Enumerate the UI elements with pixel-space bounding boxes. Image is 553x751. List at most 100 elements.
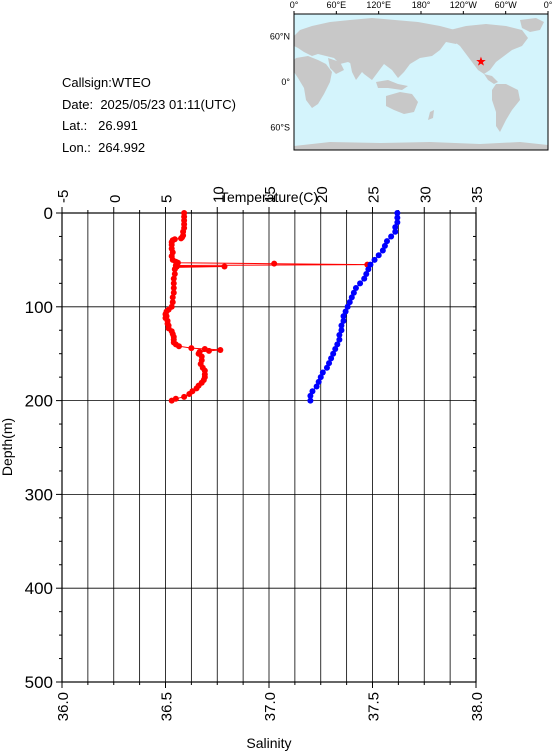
data-point-salinity: [346, 299, 353, 306]
data-point-temperature: [170, 275, 177, 282]
data-point-salinity: [326, 360, 333, 367]
chart-grid: [62, 213, 476, 682]
date-label: Date:: [62, 96, 94, 112]
data-point-salinity: [336, 331, 343, 338]
data-point-salinity: [371, 256, 378, 263]
callsign-value: WTEO: [111, 75, 151, 90]
map-top-label: 60°W: [495, 0, 518, 10]
data-point-temperature: [271, 260, 278, 267]
south-america-landmass: [492, 84, 520, 132]
data-point-salinity: [392, 224, 399, 231]
data-point-salinity: [383, 238, 390, 245]
data-point-salinity: [313, 383, 320, 390]
map-top-label: 180°: [412, 0, 431, 10]
data-point-temperature: [169, 294, 176, 301]
world-map: 0° 60°E 120°E 180° 120°W 60°W 0° 60°N 0° 60°S: [270, 0, 553, 151]
data-point-temperature: [170, 280, 177, 287]
data-point-salinity: [363, 270, 370, 277]
data-point-salinity: [338, 322, 345, 329]
date-row: Date: 2025/05/23 01:11(UTC): [62, 94, 236, 116]
map-left-labels: 60°N 0° 60°S: [270, 32, 291, 133]
map-top-label: 120°W: [450, 0, 478, 10]
data-point-salinity: [379, 247, 386, 254]
callsign-row: Callsign:WTEO: [62, 72, 236, 94]
temperature-tick-label: -5: [55, 190, 72, 203]
map-top-labels: 0° 60°E 120°E 180° 120°W 60°W 0°: [290, 0, 553, 14]
data-point-temperature: [171, 266, 178, 273]
temperature-tick-label: 35: [469, 186, 486, 203]
data-point-salinity: [381, 242, 388, 249]
data-point-salinity: [315, 378, 322, 385]
salinity-tick-label: 36.5: [159, 692, 176, 721]
data-point-salinity: [309, 388, 316, 395]
data-point-salinity: [317, 374, 324, 381]
data-point-salinity: [336, 336, 343, 343]
data-point-temperature: [221, 263, 228, 270]
data-point-salinity: [340, 317, 347, 324]
data-point-temperature: [169, 299, 176, 306]
data-point-salinity: [361, 275, 368, 282]
salinity-axis-title: Salinity: [246, 735, 291, 751]
data-point-temperature: [171, 270, 178, 277]
data-point-salinity: [307, 392, 314, 399]
map-top-label: 0°: [290, 0, 299, 10]
central-america-landmass: [484, 74, 498, 84]
station-info: Callsign:WTEO Date: 2025/05/23 01:11(UTC…: [62, 72, 236, 158]
temperature-tick-label: 20: [314, 186, 331, 203]
data-point-salinity: [319, 369, 326, 376]
temperature-tick-label: 5: [159, 195, 176, 203]
depth-tick-label: 100: [25, 298, 53, 317]
new-zealand-landmass: [428, 110, 434, 120]
data-point-salinity: [394, 219, 401, 226]
africa-landmass: [294, 56, 332, 108]
temperature-tick-label: 15: [262, 186, 279, 203]
data-point-salinity: [330, 350, 337, 357]
data-point-temperature: [217, 346, 224, 353]
salinity-tick-label: 36.0: [55, 692, 72, 721]
data-point-temperature: [175, 343, 182, 350]
australia-landmass: [386, 92, 418, 114]
lat-value: 26.991: [98, 118, 138, 133]
eurasia-landmass: [294, 18, 462, 80]
temperature-tick-label: 30: [417, 186, 434, 203]
data-point-temperature: [170, 289, 177, 296]
data-point-salinity: [357, 280, 364, 287]
lon-label: Lon.:: [62, 139, 91, 155]
temperature-tick-label: 0: [107, 195, 124, 203]
depth-tick-label: 200: [25, 392, 53, 411]
depth-axis-title: Depth(m): [0, 418, 15, 476]
depth-tick-label: 500: [25, 673, 53, 692]
lon-row: Lon.: 264.992: [62, 137, 236, 159]
arabia-landmass: [328, 58, 344, 74]
temperature-tick-label: 25: [366, 186, 383, 203]
temperature-tick-labels: -5 0 5 10 15 20 25 30 35: [55, 186, 486, 203]
chart-ticks: [56, 207, 477, 688]
salinity-tick-label: 37.0: [262, 692, 279, 721]
salinity-tick-label: 37.5: [366, 692, 383, 721]
data-point-salinity: [350, 289, 357, 296]
temperature-tick-label: 10: [210, 186, 227, 203]
antarctica-landmass: [294, 142, 548, 150]
map-top-label: 120°E: [366, 0, 391, 10]
data-point-temperature: [170, 285, 177, 292]
data-point-salinity: [328, 355, 335, 362]
data-point-salinity: [340, 313, 347, 320]
data-point-salinity: [323, 364, 330, 371]
data-point-temperature: [188, 345, 195, 352]
depth-tick-labels: 0 100 200 300 400 500: [25, 204, 53, 692]
north-america-landmass: [450, 24, 528, 74]
data-point-salinity: [307, 397, 314, 404]
data-point-salinity: [394, 210, 401, 216]
callsign-label: Callsign:: [62, 75, 112, 90]
data-point-salinity: [394, 214, 401, 221]
data-point-salinity: [352, 285, 359, 292]
map-left-label: 60°N: [270, 32, 290, 42]
map-top-label: 0°: [544, 0, 553, 10]
greenland-landmass: [520, 18, 544, 32]
data-point-temperature: [205, 347, 212, 354]
data-point-temperature: [168, 397, 175, 404]
data-point-salinity: [334, 341, 341, 348]
data-point-temperature: [181, 393, 188, 400]
depth-tick-label: 300: [25, 485, 53, 504]
